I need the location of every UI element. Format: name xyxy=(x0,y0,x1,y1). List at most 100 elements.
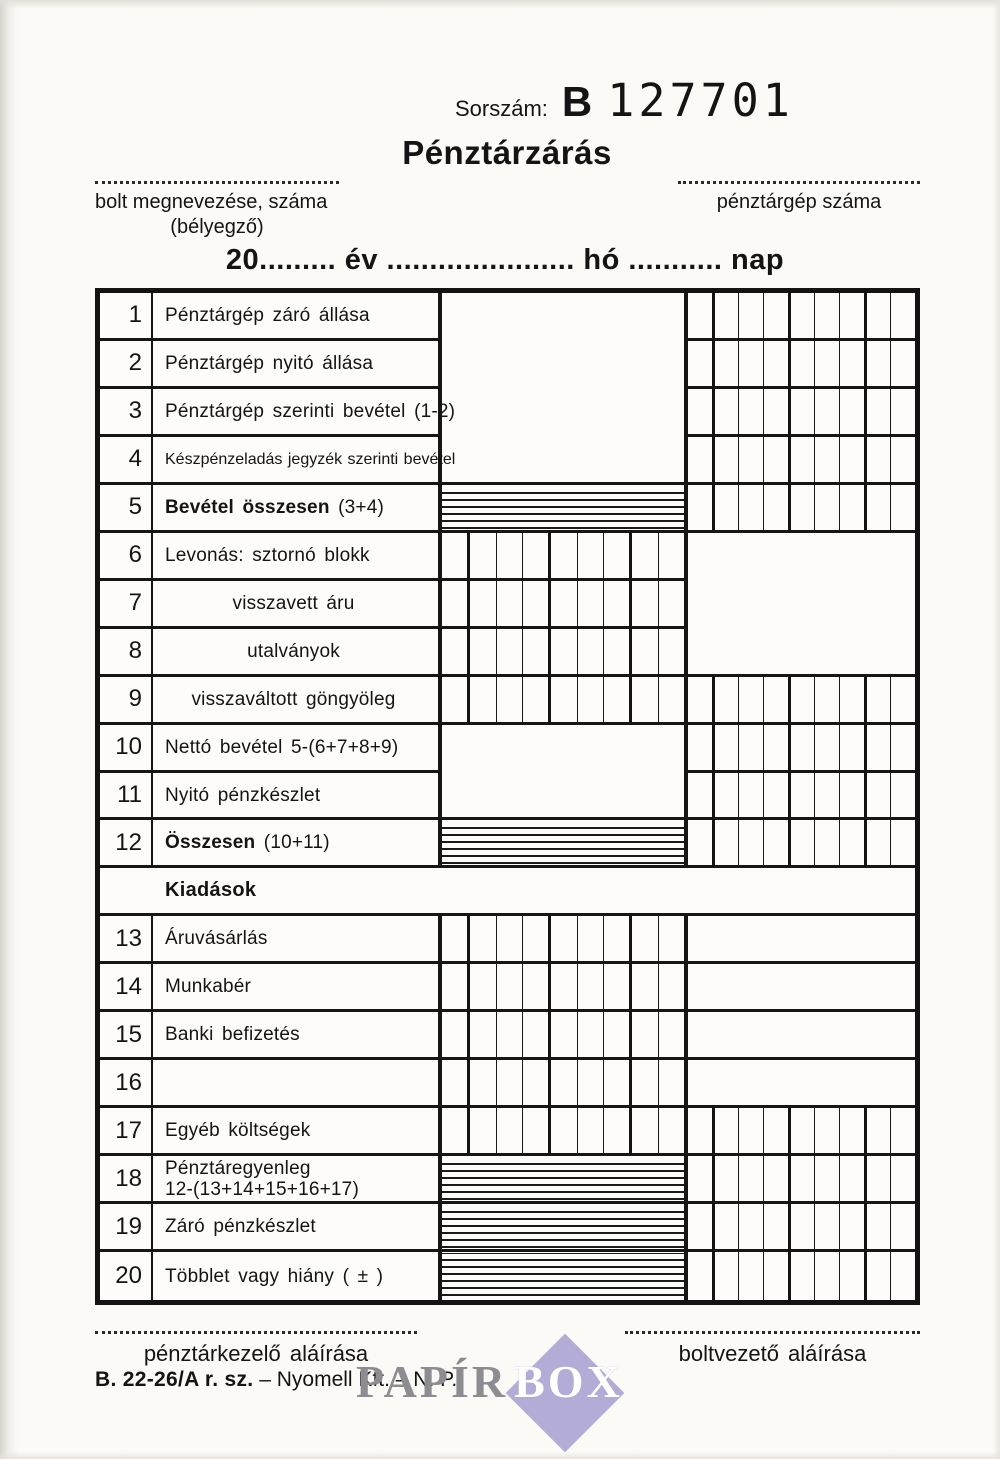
digit-column xyxy=(495,964,522,1010)
digit-column xyxy=(629,1012,657,1058)
digit-column xyxy=(688,1204,712,1249)
digit-column xyxy=(738,1252,763,1301)
digit-column xyxy=(629,580,657,626)
digit-grid-cell xyxy=(442,964,688,1013)
digit-column xyxy=(890,1108,915,1154)
digit-column xyxy=(711,1204,739,1250)
digit-column xyxy=(602,1108,629,1154)
digit-grid-cell xyxy=(688,676,915,725)
digit-column xyxy=(839,388,864,434)
digit-column xyxy=(863,388,891,434)
digit-column xyxy=(688,293,712,338)
digit-column xyxy=(863,1252,891,1301)
digit-column xyxy=(467,964,495,1010)
digit-column xyxy=(548,580,576,626)
amount-cell xyxy=(688,1060,915,1109)
digit-column xyxy=(890,1252,915,1301)
digit-column xyxy=(890,388,915,434)
digit-column xyxy=(814,1252,839,1301)
digit-column xyxy=(521,1108,548,1154)
digit-column xyxy=(787,1204,815,1250)
row-label: Levonás: sztornó blokk xyxy=(153,532,442,581)
digit-column xyxy=(467,580,495,626)
section-header: Kiadások xyxy=(100,868,915,917)
digit-column xyxy=(548,916,576,962)
row-label: Nettó bevétel 5-(6+7+8+9) xyxy=(153,724,442,773)
digit-column xyxy=(576,1012,603,1058)
amount-cell xyxy=(688,533,915,581)
register-number-label: pénztárgép száma xyxy=(716,191,882,213)
digit-column xyxy=(657,628,684,674)
digit-column xyxy=(495,916,522,962)
amount-cell xyxy=(688,629,915,677)
digit-column xyxy=(629,532,657,578)
row-label: Munkabér xyxy=(153,964,442,1013)
digit-column xyxy=(839,436,864,482)
digit-column xyxy=(602,580,629,626)
row-number: 18 xyxy=(100,1156,153,1205)
digit-column xyxy=(787,724,815,770)
digit-column xyxy=(548,1012,576,1058)
table-row: 13 Áruvásárlás xyxy=(100,916,915,965)
row-number: 1 xyxy=(100,293,153,341)
digit-column xyxy=(839,1156,864,1202)
table-row: 10 Nettó bevétel 5-(6+7+8+9) xyxy=(100,724,915,773)
digit-column xyxy=(863,820,891,866)
digit-column xyxy=(763,820,788,866)
digit-column xyxy=(548,676,576,722)
table-row: 9 visszaváltott göngyöleg xyxy=(100,676,915,725)
table-row: 12 Összesen (10+11) xyxy=(100,820,915,869)
digit-column xyxy=(442,1108,467,1153)
digit-column xyxy=(863,1156,891,1202)
table-row: 2 Pénztárgép nyitó állása xyxy=(100,340,915,389)
digit-column xyxy=(763,1108,788,1154)
digit-column xyxy=(576,1108,603,1154)
digit-column xyxy=(711,1156,739,1202)
digit-column xyxy=(495,580,522,626)
digit-column xyxy=(442,916,467,961)
row-label: utalványok xyxy=(153,628,442,677)
digit-column xyxy=(763,484,788,530)
digit-grid-cell xyxy=(442,1060,688,1109)
digit-column xyxy=(657,1108,684,1154)
digit-column xyxy=(738,484,763,530)
table-row: 6 Levonás: sztornó blokk xyxy=(100,532,915,581)
digit-column xyxy=(521,580,548,626)
row-number: 16 xyxy=(100,1060,153,1109)
digit-column xyxy=(688,773,712,818)
digit-column xyxy=(711,772,739,818)
serial-label: Sorszám: xyxy=(455,96,548,121)
digit-column xyxy=(521,532,548,578)
digit-column xyxy=(467,676,495,722)
row-number: 8 xyxy=(100,628,153,677)
digit-column xyxy=(890,724,915,770)
table-row: 11 Nyitó pénzkészlet xyxy=(100,772,915,821)
digit-column xyxy=(814,436,839,482)
digit-column xyxy=(763,388,788,434)
digit-grid-cell xyxy=(688,436,915,485)
digit-column xyxy=(763,340,788,386)
digit-column xyxy=(495,676,522,722)
row-number: 5 xyxy=(100,484,153,533)
digit-column xyxy=(467,916,495,962)
digit-column xyxy=(629,1060,657,1106)
digit-column xyxy=(787,484,815,530)
digit-grid-cell xyxy=(688,1156,915,1205)
digit-column xyxy=(576,580,603,626)
watermark-word1: PAPÍR xyxy=(356,1356,509,1407)
digit-column xyxy=(657,1012,684,1058)
row-number: 13 xyxy=(100,916,153,965)
amount-cell xyxy=(442,436,688,485)
row-number: 3 xyxy=(100,388,153,437)
digit-column xyxy=(863,724,891,770)
digit-column xyxy=(763,772,788,818)
digit-column xyxy=(548,1060,576,1106)
digit-grid-cell xyxy=(688,484,915,533)
digit-column xyxy=(839,772,864,818)
digit-column xyxy=(839,724,864,770)
table-row: 19 Záró pénzkészlet xyxy=(100,1204,915,1253)
digit-column xyxy=(442,581,467,626)
digit-column xyxy=(467,1012,495,1058)
form-code: B. 22-26/A r. sz. xyxy=(95,1368,254,1391)
row-label: Pénztáregyenleg 12-(13+14+15+16+17) xyxy=(153,1156,442,1205)
